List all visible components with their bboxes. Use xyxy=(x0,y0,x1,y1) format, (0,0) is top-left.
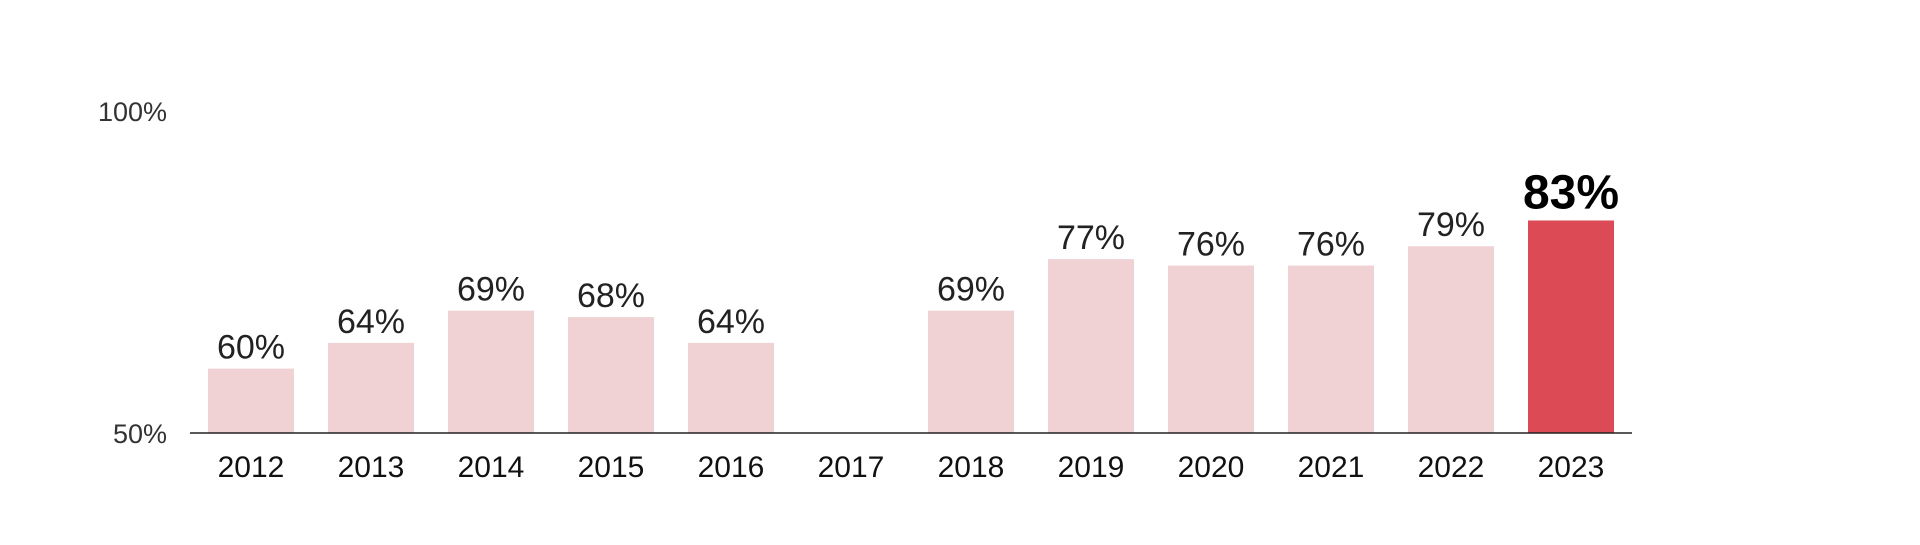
data-label: 60% xyxy=(217,329,285,367)
data-label: 64% xyxy=(337,303,405,341)
bar xyxy=(208,368,294,433)
data-label: 79% xyxy=(1417,206,1485,244)
x-tick-label: 2022 xyxy=(1418,451,1485,484)
bar xyxy=(1288,265,1374,433)
x-tick-label: 2018 xyxy=(938,451,1005,484)
data-label: 69% xyxy=(457,271,525,309)
data-label: 76% xyxy=(1297,226,1365,264)
bar xyxy=(928,310,1014,433)
data-label: 64% xyxy=(697,303,765,341)
x-tick-label: 2012 xyxy=(218,451,285,484)
y-axis-ticks: 50% 100% xyxy=(98,97,167,449)
bar xyxy=(1168,265,1254,433)
bars-group xyxy=(208,220,1614,433)
bar xyxy=(568,317,654,433)
x-tick-label: 2013 xyxy=(338,451,405,484)
bar xyxy=(1048,259,1134,433)
x-axis-ticks: 2012 2013 2014 2015 2016 2017 2018 2019 2020 2021… xyxy=(218,451,1605,484)
x-tick-label: 2016 xyxy=(698,451,765,484)
x-tick-label: 2020 xyxy=(1178,451,1245,484)
bar xyxy=(1408,246,1494,433)
data-label: 76% xyxy=(1177,226,1245,264)
bar xyxy=(688,342,774,433)
x-tick-label: 2015 xyxy=(578,451,645,484)
bar-highlight xyxy=(1528,220,1614,433)
bar xyxy=(448,310,534,433)
data-label: 68% xyxy=(577,277,645,315)
x-tick-label: 2019 xyxy=(1058,451,1125,484)
value-labels-group: 60% 64% 69% 68% 64% 69% 77% 76% 76% 79% 83% xyxy=(217,166,1619,366)
x-tick-label: 2014 xyxy=(458,451,525,484)
x-tick-label: 2023 xyxy=(1538,451,1605,484)
y-tick-label: 100% xyxy=(98,97,167,127)
x-tick-label: 2021 xyxy=(1298,451,1365,484)
data-label: 77% xyxy=(1057,219,1125,257)
y-tick-label: 50% xyxy=(113,419,167,449)
bar xyxy=(328,342,414,433)
data-label: 69% xyxy=(937,271,1005,309)
x-tick-label: 2017 xyxy=(818,451,885,484)
data-label: 83% xyxy=(1523,166,1619,219)
